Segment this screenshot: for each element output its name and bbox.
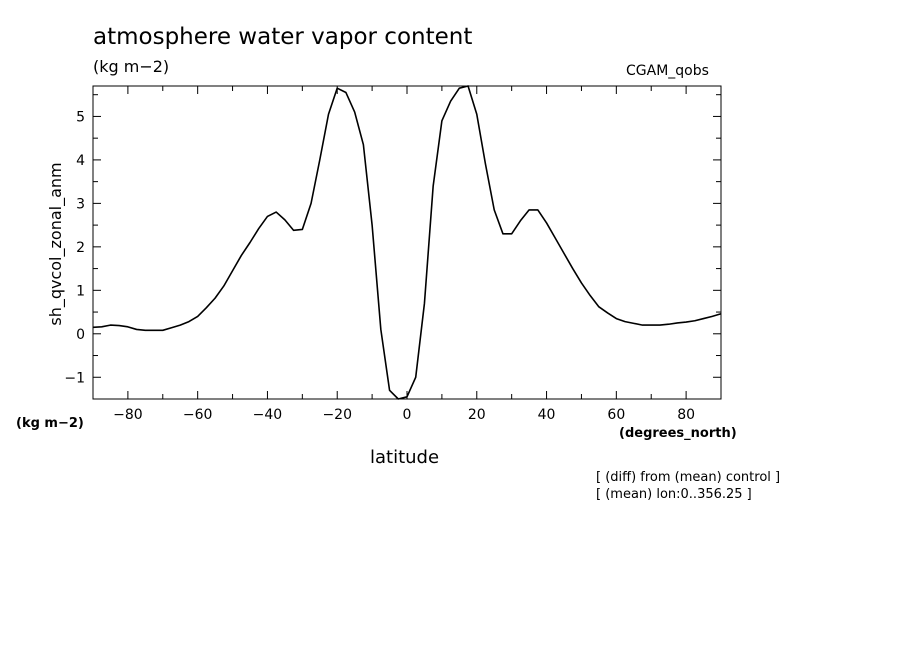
- chart-units: (kg m−2): [93, 57, 170, 76]
- axis-ticks: [92, 86, 722, 400]
- plot-frame: [92, 85, 722, 400]
- y-tick-label: 5: [76, 109, 85, 125]
- y-tick-label: 1: [76, 283, 85, 299]
- x-tick-label: 80: [677, 407, 695, 423]
- chart-title: atmosphere water vapor content: [93, 24, 473, 50]
- x-tick-label: 40: [538, 407, 556, 423]
- note-diff: [ (diff) from (mean) control ]: [596, 470, 781, 485]
- y-tick-label: −1: [64, 370, 85, 386]
- y-tick-label: 4: [76, 153, 85, 169]
- x-tick-label: −60: [183, 407, 213, 423]
- x-axis-units: (degrees_north): [619, 426, 737, 441]
- y-tick-label: 3: [76, 196, 85, 212]
- run-name-label: CGAM_qobs: [626, 63, 709, 79]
- series-line: [92, 85, 722, 400]
- x-tick-label: −20: [322, 407, 352, 423]
- x-tick-label: 60: [607, 407, 625, 423]
- note-mean: [ (mean) lon:0..356.25 ]: [596, 487, 752, 502]
- tick-labels: −80 −60 −40 −20 0 20 40 60 80 −1 0 1 2 3 4 5: [64, 109, 695, 423]
- y-tick-label: 0: [76, 327, 85, 343]
- x-axis-label: latitude: [370, 447, 440, 468]
- x-tick-label: −40: [253, 407, 283, 423]
- y-axis-units: (kg m−2): [16, 416, 84, 431]
- x-tick-label: 20: [468, 407, 486, 423]
- x-tick-label: −80: [113, 407, 143, 423]
- x-tick-label: 0: [403, 407, 412, 423]
- y-tick-label: 2: [76, 240, 85, 256]
